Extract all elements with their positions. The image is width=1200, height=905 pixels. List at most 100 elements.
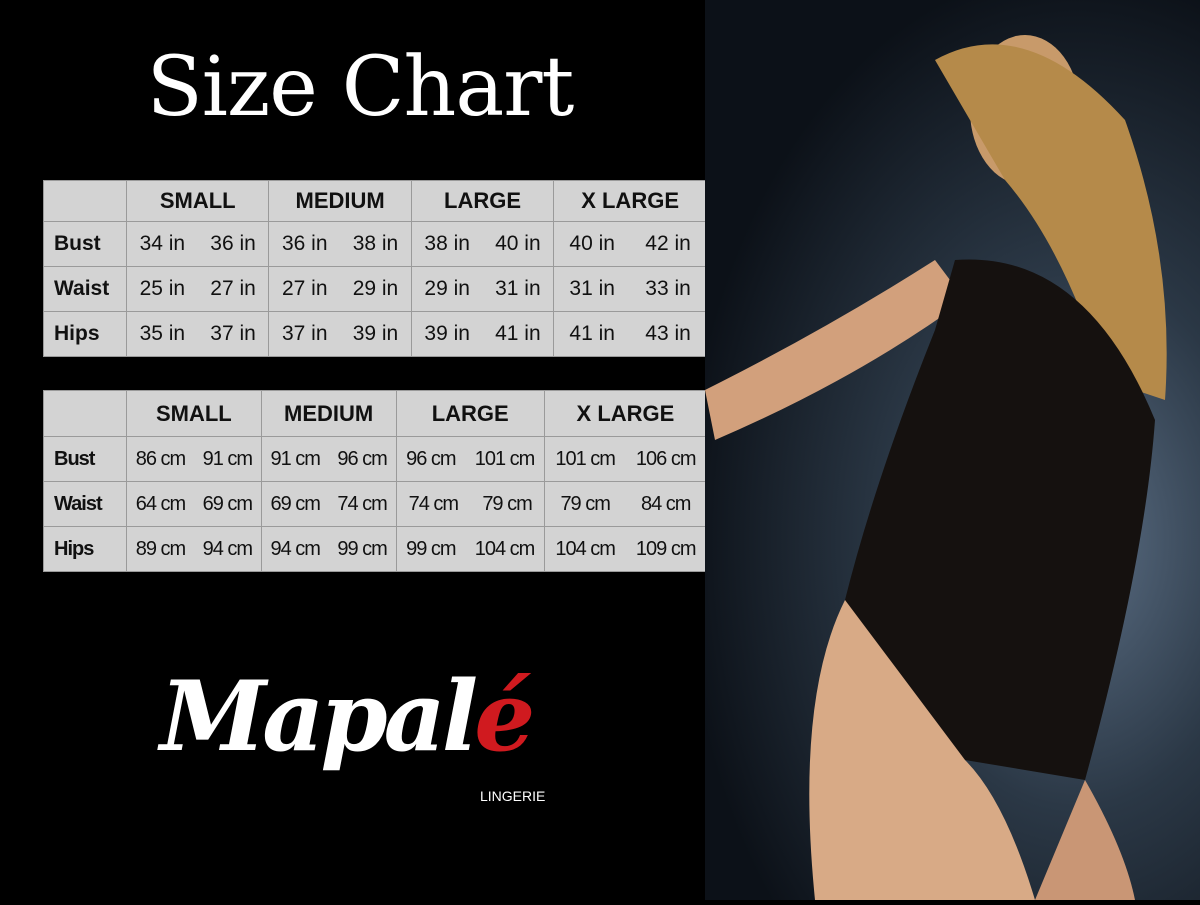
min-value: 36 in: [281, 232, 328, 255]
min-value: 64 cm: [135, 492, 186, 515]
size-header: LARGE: [395, 390, 545, 437]
measurement-label: Bust: [43, 436, 127, 482]
min-value: 104 cm: [555, 537, 616, 560]
max-value: 42 in: [645, 232, 691, 255]
max-value: 106 cm: [635, 447, 697, 470]
size-range-cell: 86 cm 91 cm: [126, 436, 262, 482]
table-row: Hips 89 cm 94 cm 94 cm 99 cm 99 cm 104 cm 104 c…: [43, 526, 708, 572]
size-range-cell: 34 in 36 in: [125, 221, 270, 267]
min-value: 94 cm: [270, 537, 320, 560]
min-value: 99 cm: [406, 537, 456, 560]
table-row: Hips 35 in 37 in 37 in 39 in 39 in 41 in 41 in 4…: [43, 311, 707, 357]
min-value: 25 in: [139, 277, 186, 300]
size-range-cell: 91 cm 96 cm: [260, 436, 397, 482]
max-value: 94 cm: [202, 537, 253, 560]
size-range-cell: 29 in 31 in: [410, 266, 555, 312]
measurement-label: Hips: [43, 526, 127, 572]
min-value: 96 cm: [406, 447, 456, 470]
size-range-cell: 37 in 39 in: [268, 311, 412, 357]
size-range-cell: 64 cm 69 cm: [126, 481, 262, 527]
size-range-cell: 35 in 37 in: [125, 311, 270, 357]
min-value: 35 in: [139, 322, 186, 345]
table-row: Bust 86 cm 91 cm 91 cm 96 cm 96 cm 101 cm 101 c…: [43, 436, 708, 482]
min-value: 79 cm: [560, 492, 610, 515]
size-range-cell: 39 in 41 in: [410, 311, 555, 357]
size-range-cell: 36 in 38 in: [268, 221, 412, 267]
size-range-cell: 25 in 27 in: [125, 266, 270, 312]
header-row: SMALL MEDIUM LARGE X LARGE: [43, 180, 707, 222]
size-range-cell: 31 in 33 in: [553, 266, 707, 312]
size-table-inches: SMALL MEDIUM LARGE X LARGE Bust 34 in 36 in 36 …: [43, 180, 707, 357]
min-value: 89 cm: [135, 537, 186, 560]
min-value: 37 in: [281, 322, 328, 345]
max-value: 69 cm: [202, 492, 253, 515]
max-value: 29 in: [352, 277, 399, 300]
min-value: 29 in: [424, 277, 470, 300]
table-row: Bust 34 in 36 in 36 in 38 in 38 in 40 in 40 in 4…: [43, 221, 707, 267]
model-photo: [705, 0, 1200, 900]
size-header: LARGE: [410, 180, 555, 222]
min-value: 39 in: [424, 322, 470, 345]
max-value: 91 cm: [202, 447, 253, 470]
min-value: 31 in: [569, 277, 615, 300]
measurement-label: Waist: [43, 481, 127, 527]
logo-accent: é: [474, 660, 535, 773]
min-value: 40 in: [569, 232, 615, 255]
min-value: 27 in: [281, 277, 328, 300]
max-value: 39 in: [352, 322, 399, 345]
min-value: 69 cm: [270, 492, 320, 515]
brand-logo: Mapalé LINGERIE: [160, 660, 580, 810]
measurement-label: Bust: [43, 221, 127, 267]
max-value: 74 cm: [337, 492, 387, 515]
size-range-cell: 79 cm 84 cm: [543, 481, 708, 527]
max-value: 109 cm: [635, 537, 697, 560]
size-range-cell: 101 cm 106 cm: [543, 436, 708, 482]
max-value: 41 in: [495, 322, 541, 345]
table-row: Waist 64 cm 69 cm 69 cm 74 cm 74 cm 79 cm 79 cm…: [43, 481, 708, 527]
size-range-cell: 96 cm 101 cm: [395, 436, 545, 482]
size-range-cell: 89 cm 94 cm: [126, 526, 262, 572]
max-value: 37 in: [210, 322, 256, 345]
max-value: 27 in: [210, 277, 256, 300]
max-value: 36 in: [210, 232, 256, 255]
min-value: 41 in: [569, 322, 615, 345]
size-header: MEDIUM: [268, 180, 412, 222]
logo-subtitle: LINGERIE: [480, 788, 546, 804]
max-value: 38 in: [352, 232, 399, 255]
size-header: MEDIUM: [260, 390, 397, 437]
size-range-cell: 74 cm 79 cm: [395, 481, 545, 527]
min-value: 74 cm: [408, 492, 459, 515]
size-range-cell: 69 cm 74 cm: [260, 481, 397, 527]
size-header: SMALL: [126, 390, 262, 437]
measurement-label: Waist: [43, 266, 127, 312]
logo-wordmark: Mapal: [160, 660, 478, 773]
header-corner: [43, 390, 127, 437]
header-corner: [43, 180, 127, 222]
max-value: 43 in: [645, 322, 691, 345]
measurement-label: Hips: [43, 311, 127, 357]
page-title: Size Chart: [146, 40, 575, 135]
max-value: 99 cm: [337, 537, 387, 560]
size-range-cell: 38 in 40 in: [410, 221, 555, 267]
size-range-cell: 99 cm 104 cm: [395, 526, 545, 572]
max-value: 96 cm: [337, 447, 387, 470]
min-value: 34 in: [139, 232, 186, 255]
max-value: 84 cm: [640, 492, 691, 515]
model-silhouette: [705, 35, 1167, 900]
min-value: 86 cm: [135, 447, 186, 470]
min-value: 101 cm: [555, 447, 616, 470]
size-range-cell: 94 cm 99 cm: [260, 526, 397, 572]
min-value: 91 cm: [270, 447, 320, 470]
min-value: 38 in: [424, 232, 470, 255]
size-range-cell: 41 in 43 in: [553, 311, 707, 357]
size-header: X LARGE: [553, 180, 707, 222]
header-row: SMALL MEDIUM LARGE X LARGE: [43, 390, 708, 437]
max-value: 104 cm: [474, 537, 536, 560]
size-header: X LARGE: [543, 390, 708, 437]
table-row: Waist 25 in 27 in 27 in 29 in 29 in 31 in 31 in…: [43, 266, 707, 312]
size-range-cell: 40 in 42 in: [553, 221, 707, 267]
size-range-cell: 27 in 29 in: [268, 266, 412, 312]
max-value: 31 in: [495, 277, 541, 300]
max-value: 40 in: [495, 232, 541, 255]
max-value: 101 cm: [474, 447, 536, 470]
